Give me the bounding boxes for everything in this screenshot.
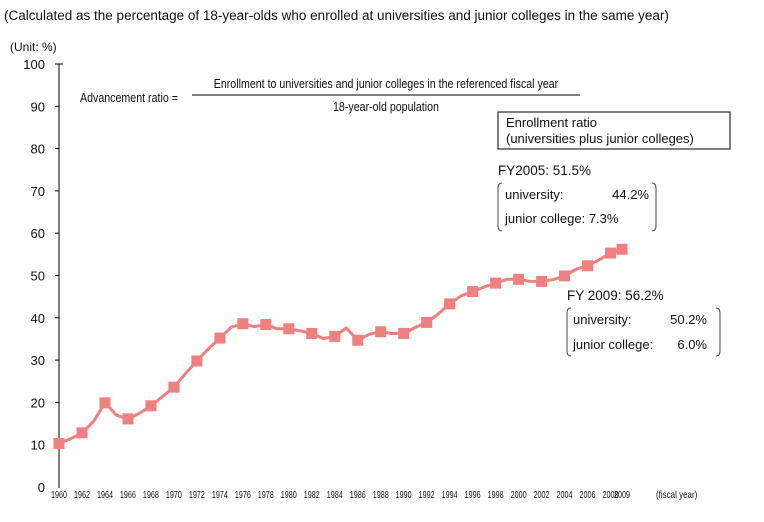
y-tick-label: 80: [31, 142, 45, 157]
data-point-marker: [306, 327, 318, 339]
x-tick-label: 1978: [258, 489, 274, 500]
x-tick-label: 1968: [143, 489, 159, 500]
x-tick-label: 1992: [419, 489, 435, 500]
y-tick-label: 0: [38, 480, 45, 495]
x-tick-label: 1982: [304, 489, 320, 500]
x-tick-label: 1960: [51, 489, 67, 500]
legend-box: [497, 111, 731, 150]
data-point-marker: [536, 275, 548, 287]
data-point-marker: [444, 298, 456, 310]
fy2005-right-bracket: [651, 182, 657, 232]
x-tick-label: 2009: [614, 489, 630, 500]
data-point-marker: [582, 260, 594, 272]
x-tick-group: 1960 1962 1964 1966 1968 1970 1972 1974 1976 1978…: [51, 489, 630, 500]
data-point-marker: [283, 323, 295, 335]
data-point-marker: [214, 332, 226, 344]
y-tick-label: 30: [31, 353, 45, 368]
x-tick-label: 1994: [442, 489, 458, 500]
fy2005-university-value: 44.2%: [612, 187, 649, 202]
y-tick-label: 50: [31, 269, 45, 284]
data-point-marker: [490, 277, 502, 289]
x-tick-label: 1972: [189, 489, 205, 500]
fy2009-title: FY 2009: 56.2%: [567, 288, 664, 303]
x-tick-label: 2004: [557, 489, 573, 500]
y-tick-label: 60: [31, 226, 45, 241]
data-point-marker: [329, 330, 341, 342]
data-point-marker: [53, 437, 65, 449]
legend-line-2: (universities plus junior colleges): [506, 131, 694, 146]
fy2009-university-label: university:: [573, 312, 632, 327]
fy2009-annotation: FY 2009: 56.2% university: 50.2% junior …: [566, 288, 721, 357]
data-point-marker: [145, 400, 157, 412]
fy2009-right-bracket: [715, 307, 721, 357]
x-axis-unit: (fiscal year): [656, 489, 697, 500]
x-tick-label: 1988: [373, 489, 389, 500]
fy2009-junior-college-label: junior college:: [572, 337, 653, 352]
data-point-marker: [616, 243, 628, 255]
x-tick-label: 1998: [488, 489, 504, 500]
data-point-marker: [237, 318, 249, 330]
fy2009-junior-college-value: 6.0%: [677, 337, 707, 352]
formula-left: Advancement ratio =: [80, 90, 178, 105]
legend: Enrollment ratio (universities plus juni…: [497, 111, 731, 150]
x-tick-label: 1970: [166, 489, 182, 500]
data-point-marker: [559, 270, 571, 282]
y-tick-label: 40: [31, 311, 45, 326]
formula-annotation: Advancement ratio = Enrollment to univer…: [80, 76, 580, 114]
x-tick-label: 1996: [465, 489, 481, 500]
y-tick-label: 20: [31, 395, 45, 410]
data-point-marker: [467, 286, 479, 298]
x-tick-label: 1966: [120, 489, 136, 500]
x-tick-label: 1990: [396, 489, 412, 500]
y-tick-label: 70: [31, 184, 45, 199]
data-point-marker: [260, 319, 272, 331]
x-tick-label: 1962: [74, 489, 90, 500]
y-tick-label: 100: [23, 57, 45, 72]
x-tick-label: 1986: [350, 489, 366, 500]
data-point-marker: [122, 413, 134, 425]
fy2005-junior-college: junior college: 7.3%: [504, 211, 619, 226]
x-tick-label: 1964: [97, 489, 113, 500]
data-point-marker: [513, 273, 525, 285]
x-tick-label: 2008: [603, 489, 619, 500]
legend-line-1: Enrollment ratio: [506, 115, 597, 130]
series-group: [53, 243, 628, 449]
y-tick-label: 90: [31, 99, 45, 114]
x-tick-label: 1976: [235, 489, 251, 500]
data-point-marker: [605, 247, 617, 259]
x-tick-label: 2002: [534, 489, 550, 500]
data-point-marker: [375, 326, 387, 338]
x-tick-label: 1974: [212, 489, 228, 500]
x-tick-label: 1984: [327, 489, 343, 500]
fy2005-title: FY2005: 51.5%: [498, 163, 591, 178]
data-point-marker: [168, 381, 180, 393]
x-tick-label: 2006: [580, 489, 596, 500]
data-point-marker: [99, 397, 111, 409]
formula-denominator: 18-year-old population: [333, 99, 439, 114]
unit-label: (Unit: %): [10, 40, 57, 54]
data-point-marker: [421, 316, 433, 328]
data-point-marker: [352, 334, 364, 346]
data-point-marker: [76, 427, 88, 439]
x-tick-label: 2000: [511, 489, 527, 500]
data-point-marker: [191, 355, 203, 367]
data-point-marker: [398, 327, 410, 339]
y-tick-label: 10: [31, 438, 45, 453]
chart-title: (Calculated as the percentage of 18-year…: [4, 8, 669, 23]
formula-numerator: Enrollment to universities and junior co…: [214, 76, 559, 91]
y-tick-group: 0 10 20 30 40 50 60 70 80 90 100: [23, 57, 59, 495]
fy2009-left-bracket: [566, 307, 572, 357]
fy2005-left-bracket: [497, 182, 503, 232]
x-tick-label: 1980: [281, 489, 297, 500]
fy2005-annotation: FY2005: 51.5% university: 44.2% junior c…: [497, 163, 657, 232]
fy2005-university-label: university:: [505, 187, 564, 202]
fy2009-university-value: 50.2%: [670, 312, 707, 327]
